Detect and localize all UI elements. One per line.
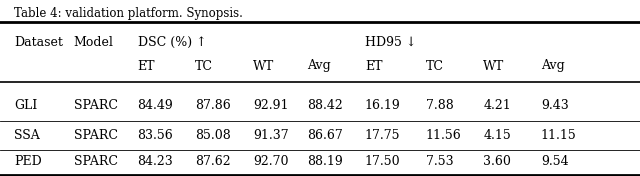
Text: 3.60: 3.60 (483, 155, 511, 168)
Text: 84.23: 84.23 (138, 155, 173, 168)
Text: TC: TC (426, 59, 444, 73)
Text: ET: ET (138, 59, 155, 73)
Text: DSC (%) ↑: DSC (%) ↑ (138, 36, 206, 49)
Text: 87.62: 87.62 (195, 155, 231, 168)
Text: 11.56: 11.56 (426, 129, 461, 142)
Text: Model: Model (74, 36, 113, 49)
Text: Avg: Avg (541, 59, 564, 73)
Text: 9.43: 9.43 (541, 99, 568, 112)
Text: SPARC: SPARC (74, 129, 118, 142)
Text: Avg: Avg (307, 59, 331, 73)
Text: PED: PED (14, 155, 42, 168)
Text: WT: WT (253, 59, 274, 73)
Text: 9.54: 9.54 (541, 155, 568, 168)
Text: 88.42: 88.42 (307, 99, 343, 112)
Text: Dataset: Dataset (14, 36, 63, 49)
Text: 92.70: 92.70 (253, 155, 288, 168)
Text: 92.91: 92.91 (253, 99, 288, 112)
Text: SPARC: SPARC (74, 155, 118, 168)
Text: 17.75: 17.75 (365, 129, 400, 142)
Text: GLI: GLI (14, 99, 37, 112)
Text: SSA: SSA (14, 129, 40, 142)
Text: 4.15: 4.15 (483, 129, 511, 142)
Text: HD95 ↓: HD95 ↓ (365, 36, 416, 49)
Text: 85.08: 85.08 (195, 129, 231, 142)
Text: SPARC: SPARC (74, 99, 118, 112)
Text: 88.19: 88.19 (307, 155, 343, 168)
Text: 87.86: 87.86 (195, 99, 231, 112)
Text: 16.19: 16.19 (365, 99, 401, 112)
Text: 91.37: 91.37 (253, 129, 289, 142)
Text: Table 4: validation platform. Synopsis.: Table 4: validation platform. Synopsis. (14, 7, 243, 20)
Text: 17.50: 17.50 (365, 155, 401, 168)
Text: ET: ET (365, 59, 382, 73)
Text: 7.88: 7.88 (426, 99, 453, 112)
Text: 7.53: 7.53 (426, 155, 453, 168)
Text: 83.56: 83.56 (138, 129, 173, 142)
Text: 11.15: 11.15 (541, 129, 577, 142)
Text: TC: TC (195, 59, 213, 73)
Text: 84.49: 84.49 (138, 99, 173, 112)
Text: 4.21: 4.21 (483, 99, 511, 112)
Text: 86.67: 86.67 (307, 129, 343, 142)
Text: WT: WT (483, 59, 504, 73)
